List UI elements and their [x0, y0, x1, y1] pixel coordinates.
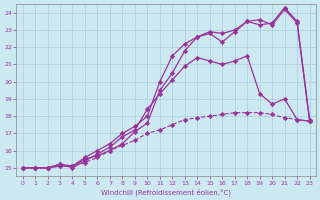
X-axis label: Windchill (Refroidissement éolien,°C): Windchill (Refroidissement éolien,°C) [101, 188, 231, 196]
